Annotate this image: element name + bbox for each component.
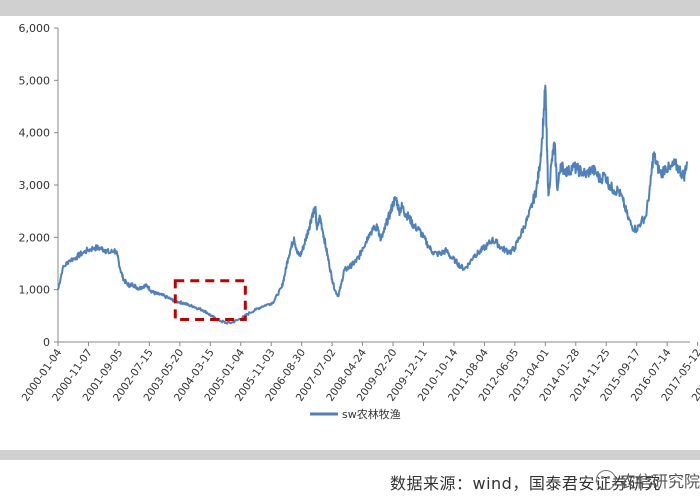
y-tick-label: 1,000	[19, 284, 51, 297]
y-tick-label: 5,000	[19, 74, 51, 87]
y-tick-label: 2,000	[19, 231, 51, 244]
chart-area: 0 1,000 2,000 3,000 4,000 5,000 6,000 2000-01-0…	[0, 16, 700, 450]
line-chart: 01,0002,0003,0004,0005,0006,0002000-01-0…	[19, 22, 700, 421]
y-tick-label: 4,000	[19, 127, 51, 140]
bottom-band	[0, 450, 700, 460]
y-tick-label: 3,000	[19, 179, 51, 192]
highlight-box	[173, 279, 247, 321]
watermark-text: 农信研究院	[620, 472, 700, 491]
legend-label: sw农林牧渔	[342, 407, 401, 421]
y-tick-label: 0	[43, 336, 50, 349]
footer-bar	[0, 460, 700, 500]
series-line	[57, 84, 688, 325]
source-note: 数据来源：wind，国泰君安证券研究	[390, 474, 661, 493]
watermark: 农信研究院	[596, 468, 700, 492]
y-tick-label: 6,000	[19, 22, 51, 35]
wechat-icon	[596, 470, 616, 490]
top-band	[0, 0, 700, 16]
